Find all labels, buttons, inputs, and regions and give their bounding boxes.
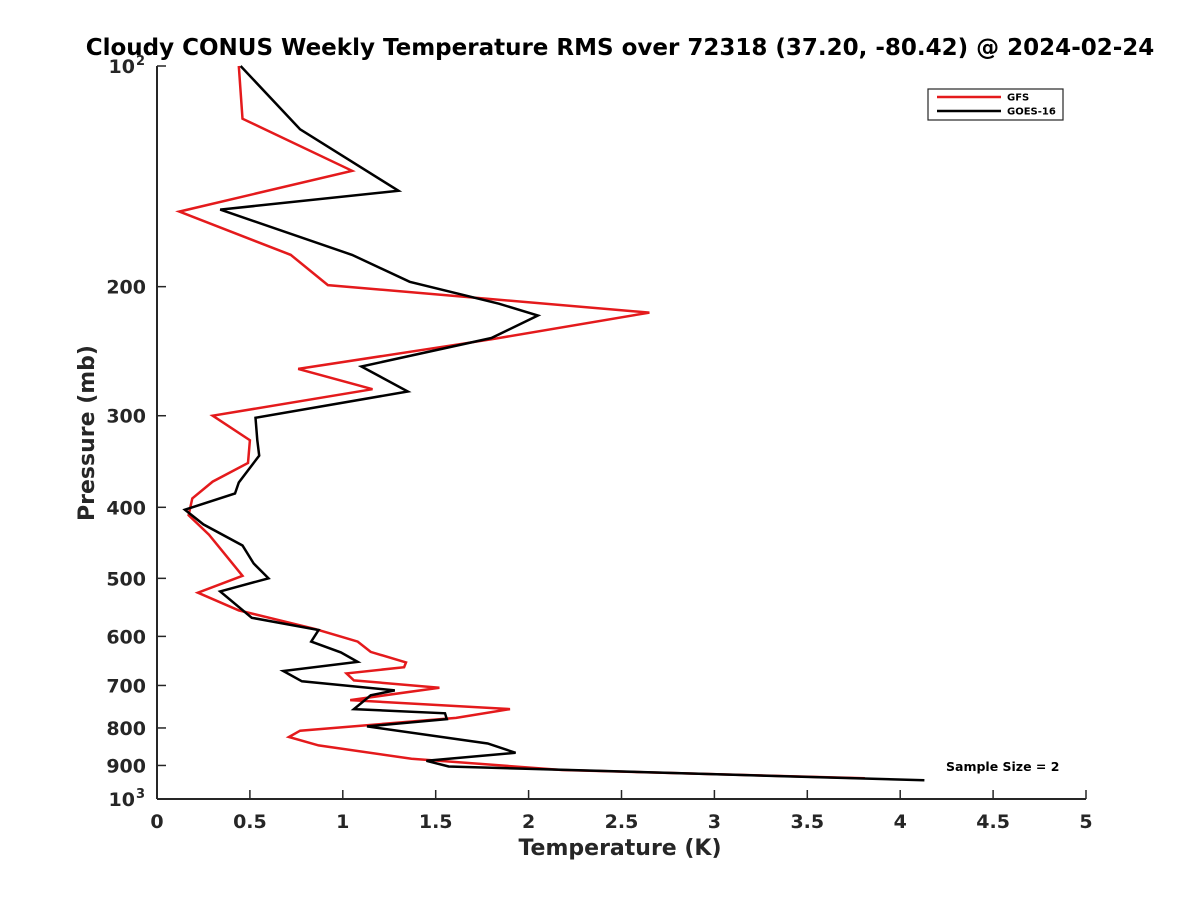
x-tick-label: 3: [708, 811, 721, 833]
y-tick-label: 200: [106, 277, 146, 299]
y-tick-label: 300: [106, 406, 146, 428]
y-axis-label: Pressure (mb): [75, 345, 100, 521]
y-tick-label: 900: [106, 755, 146, 777]
chart-title: Cloudy CONUS Weekly Temperature RMS over…: [86, 35, 1155, 61]
x-tick-label: 5: [1079, 811, 1092, 833]
sample-size-annotation: Sample Size = 2: [946, 759, 1059, 774]
y-tick-exponent: 3: [136, 787, 145, 802]
legend-label-goes16: GOES-16: [1007, 107, 1056, 118]
x-tick-label: 4.5: [976, 811, 1010, 833]
y-tick-label: 700: [106, 675, 146, 697]
legend-label-gfs: GFS: [1007, 93, 1029, 104]
x-tick-label: 4: [894, 811, 907, 833]
x-tick-label: 3.5: [790, 811, 824, 833]
y-tick-exponent: 2: [136, 54, 145, 69]
legend: GFS GOES-16: [927, 88, 1064, 121]
y-tick-label: 400: [106, 497, 146, 519]
y-tick-label: 500: [106, 568, 146, 590]
series-line-gfs: [175, 65, 865, 780]
x-tick-label: 0.5: [233, 811, 267, 833]
x-tick-label: 1.5: [419, 811, 453, 833]
series-line-goes16: [182, 65, 925, 782]
x-ticks: 0 0.5 1 1.5 2 2.5 3 3.5 4 4.5 5: [150, 790, 1093, 833]
y-tick-label: 10: [109, 789, 135, 811]
x-tick-label: 2.5: [605, 811, 639, 833]
x-tick-label: 2: [522, 811, 535, 833]
x-tick-label: 1: [336, 811, 349, 833]
plot-area: 0 0.5 1 1.5 2 2.5 3 3.5 4 4.5 5 10 2200300400500600…: [106, 54, 1092, 833]
y-tick-label: 800: [106, 718, 146, 740]
legend-box: [927, 88, 1064, 121]
series-lines: [175, 65, 925, 782]
x-tick-label: 0: [150, 811, 163, 833]
y-tick-label: 10: [109, 56, 135, 78]
x-axis-label: Temperature (K): [518, 836, 721, 861]
y-tick-label: 600: [106, 626, 146, 648]
